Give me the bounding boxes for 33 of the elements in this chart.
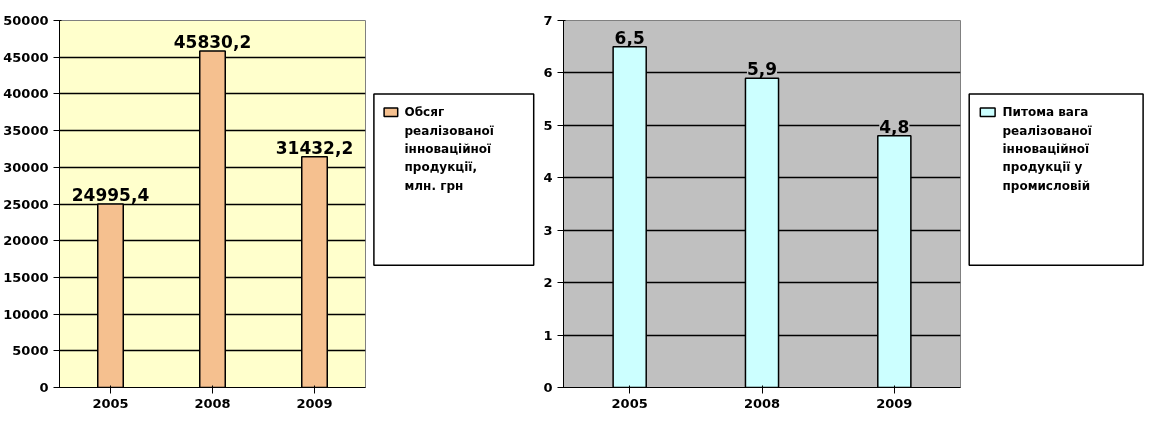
- data-label: 4,8: [879, 116, 910, 137]
- x-tick-label: 2008: [194, 395, 231, 411]
- y-tick-label: 0: [543, 380, 553, 395]
- legend-label: Питома вага реалізованої інноваційної продукції у промисловій: [1002, 105, 1092, 193]
- data-label: 45830,2: [173, 32, 252, 53]
- y-tick-label: 5000: [12, 343, 49, 359]
- y-tick-label: 3: [543, 222, 553, 238]
- data-label: 6,5: [614, 27, 645, 48]
- data-label: 5,9: [746, 59, 778, 80]
- x-tick-label: 2009: [876, 395, 913, 411]
- y-tick-label: 2: [543, 275, 553, 291]
- y-tick-label: 15000: [3, 269, 49, 285]
- y-tick-label: 10000: [3, 306, 49, 322]
- legend-label: Обсяг реалізованої інноваційної продукції, млн. грн: [404, 105, 494, 193]
- y-tick-label: 30000: [3, 159, 49, 175]
- y-tick-label: 5: [543, 117, 553, 133]
- y-tick-label: 25000: [3, 196, 49, 212]
- y-tick-label: 1: [543, 327, 553, 343]
- data-label: 31432,2: [275, 137, 354, 158]
- y-tick-label: 4: [543, 170, 553, 186]
- x-tick-label: 2008: [743, 395, 781, 411]
- y-tick-label: 0: [39, 380, 49, 395]
- data-label: 24995,4: [71, 185, 150, 206]
- y-tick-label: 50000: [3, 13, 49, 28]
- y-tick-label: 40000: [3, 86, 49, 102]
- y-tick-label: 6: [543, 65, 553, 81]
- y-tick-label: 20000: [3, 233, 49, 249]
- x-tick-label: 2005: [92, 395, 129, 411]
- x-tick-label: 2009: [296, 395, 333, 411]
- y-tick-label: 7: [543, 13, 553, 28]
- y-tick-label: 45000: [3, 49, 49, 65]
- y-tick-label: 35000: [3, 123, 49, 139]
- x-tick-label: 2005: [611, 395, 648, 411]
